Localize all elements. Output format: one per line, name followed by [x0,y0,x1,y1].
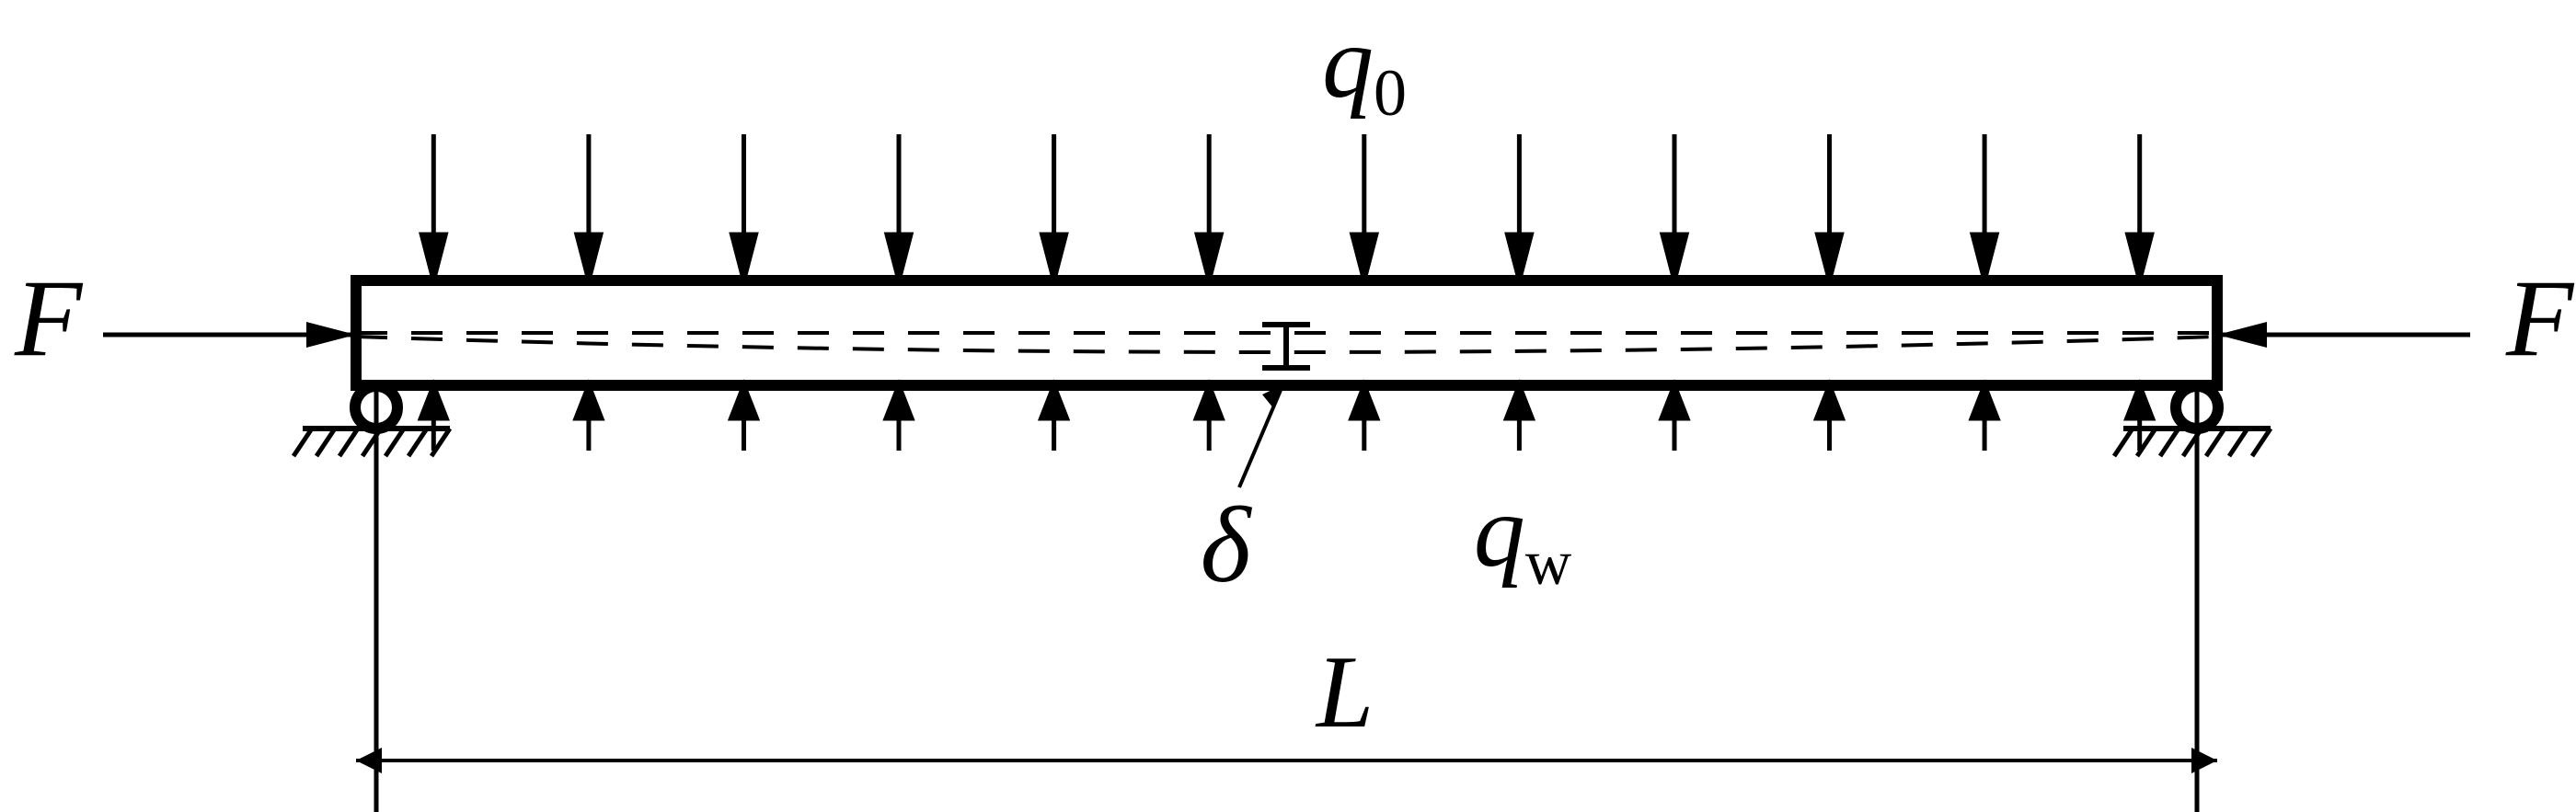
svg-text:L: L [1315,635,1374,749]
svg-text:δ: δ [1201,485,1253,605]
svg-text:F: F [2505,257,2575,379]
svg-text:F: F [14,257,84,379]
